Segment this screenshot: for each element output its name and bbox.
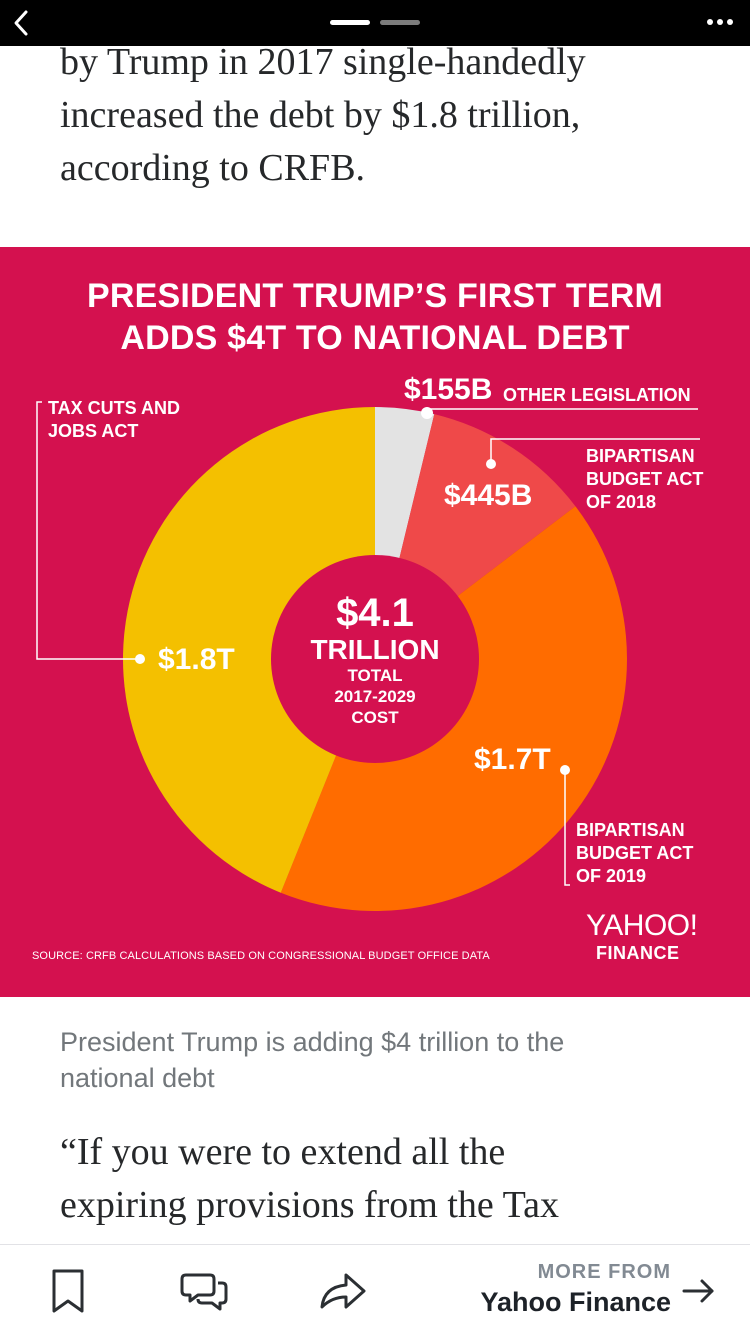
- image-caption: President Trump is adding $4 trillion to…: [60, 1024, 700, 1096]
- bottom-toolbar: MORE FROM Yahoo Finance: [0, 1244, 750, 1334]
- leader-dots: [135, 407, 570, 775]
- yahoo-logo: YAHOO!: [586, 909, 698, 942]
- article-paragraph-top: by Trump in 2017 single-handedly increas…: [60, 36, 700, 195]
- caption-line: President Trump is adding $4 trillion to…: [60, 1027, 565, 1057]
- center-line: 2017-2029: [334, 687, 416, 706]
- leader-dot-other: [421, 407, 433, 419]
- label-bba2019-name: BIPARTISAN BUDGET ACT OF 2019: [576, 819, 693, 888]
- page-dot: [380, 20, 420, 25]
- label-line: BIPARTISAN: [586, 446, 695, 466]
- label-line: BUDGET ACT: [586, 469, 704, 489]
- leader-dot-bba2018: [486, 459, 496, 469]
- more-from-label[interactable]: MORE FROM: [537, 1261, 671, 1283]
- debt-infographic[interactable]: PRESIDENT TRUMP’S FIRST TERM ADDS $4T TO…: [0, 247, 750, 997]
- leader-line-bba2018: [490, 438, 700, 464]
- page-dot-active: [330, 20, 370, 25]
- center-amount: $4.1: [336, 591, 414, 635]
- bookmark-icon[interactable]: [44, 1267, 92, 1315]
- label-line: BIPARTISAN: [576, 820, 685, 840]
- article-line: increased the debt by $1.8 trillion,: [60, 94, 581, 136]
- leader-line-bba2019: [564, 770, 570, 886]
- chevron-left-icon[interactable]: [6, 6, 42, 40]
- finance-wordmark: FINANCE: [596, 943, 680, 963]
- center-line: COST: [351, 708, 399, 727]
- ellipsis-icon[interactable]: [700, 10, 740, 34]
- label-other-amount: $155B: [404, 373, 493, 406]
- label-line: TAX CUTS AND: [48, 398, 180, 418]
- label-line: OF 2019: [576, 866, 647, 886]
- comments-icon[interactable]: [180, 1267, 228, 1315]
- article-line: according to CRFB.: [60, 147, 366, 189]
- donut-chart: [36, 401, 700, 911]
- label-line: JOBS ACT: [48, 421, 139, 441]
- leader-line-tcja: [36, 401, 140, 660]
- top-bar-overlay: [0, 0, 750, 46]
- label-tcja-amount: $1.8T: [158, 643, 235, 676]
- donut-slice-3: [123, 407, 375, 893]
- article-paragraph-bottom: “If you were to extend all the expiring …: [60, 1126, 700, 1232]
- label-tcja-name: TAX CUTS AND JOBS ACT: [48, 397, 180, 443]
- label-line: BUDGET ACT: [576, 843, 694, 863]
- arrow-right-icon[interactable]: [682, 1277, 716, 1305]
- center-unit: TRILLION: [310, 634, 440, 665]
- donut-hole: [271, 555, 479, 763]
- center-line: TOTAL: [347, 666, 403, 685]
- leader-dot-tcja: [135, 654, 145, 664]
- share-icon[interactable]: [318, 1267, 366, 1315]
- infographic-title-line: PRESIDENT TRUMP’S FIRST TERM: [86, 277, 664, 315]
- caption-line: national debt: [60, 1063, 215, 1093]
- label-line: OF 2018: [586, 492, 657, 512]
- infographic-title-line: ADDS $4T TO NATIONAL DEBT: [120, 319, 630, 357]
- label-other-name: OTHER LEGISLATION: [503, 385, 691, 405]
- label-bba2019-amount: $1.7T: [474, 743, 551, 776]
- infographic-title: PRESIDENT TRUMP’S FIRST TERM ADDS $4T TO…: [0, 275, 750, 359]
- more-from-source[interactable]: Yahoo Finance: [480, 1287, 671, 1317]
- center-description: TOTAL 2017-2029 COST: [275, 665, 475, 728]
- article-line: “If you were to extend all the: [60, 1131, 506, 1173]
- article-line: by Trump in 2017 single-handedly: [60, 41, 586, 83]
- leader-line-other: [426, 408, 698, 413]
- article-line: expiring provisions from the Tax: [60, 1184, 560, 1226]
- source-note: SOURCE: CRFB CALCULATIONS BASED ON CONGR…: [32, 950, 490, 962]
- label-bba2018-name: BIPARTISAN BUDGET ACT OF 2018: [586, 445, 703, 514]
- leader-dot-bba2019: [560, 765, 570, 775]
- label-bba2018-amount: $445B: [444, 479, 533, 512]
